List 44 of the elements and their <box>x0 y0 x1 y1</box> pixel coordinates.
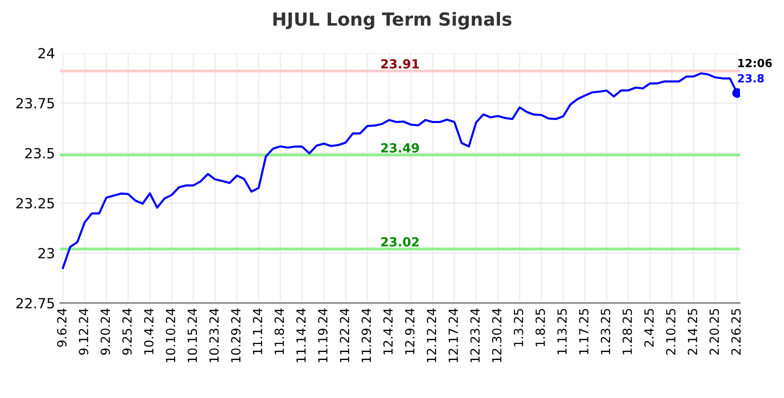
chart-title: HJUL Long Term Signals <box>273 12 512 30</box>
x-tick-label: 9.6.24 <box>57 308 67 347</box>
x-tick-label: 11.1.24 <box>252 308 262 354</box>
ref-line-label: 23.91 <box>381 59 419 69</box>
x-tick-label: 11.14.24 <box>296 308 306 362</box>
x-tick-label: 11.29.24 <box>362 308 372 362</box>
x-tick-label: 11.22.24 <box>340 308 350 362</box>
x-tick-label: 2.10.25 <box>666 308 676 355</box>
x-tick-label: 1.13.25 <box>557 308 567 354</box>
x-tick-label: 10.10.24 <box>166 308 176 362</box>
x-tick-label: 10.4.24 <box>144 308 154 354</box>
y-tick-label: 22.75 <box>16 298 54 308</box>
y-tick-label: 23.75 <box>16 98 54 108</box>
x-tick-label: 1.17.25 <box>579 308 588 354</box>
y-tick-label: 23.25 <box>16 198 54 208</box>
x-tick-label: 10.29.24 <box>231 308 241 362</box>
x-tick-label: 11.8.24 <box>274 308 284 354</box>
x-tick-label: 10.15.24 <box>188 308 198 362</box>
x-tick-label: 11.19.24 <box>318 308 328 362</box>
x-tick-label: 9.20.24 <box>100 308 110 355</box>
ref-line-label: 23.49 <box>381 143 419 153</box>
x-tick-label: 2.4.25 <box>644 308 654 347</box>
x-tick-label: 1.23.25 <box>600 308 610 354</box>
x-tick-label: 10.23.24 <box>209 308 219 362</box>
x-tick-label: 12.30.24 <box>492 308 502 362</box>
x-tick-label: 9.12.24 <box>78 308 88 355</box>
x-tick-label: 12.4.24 <box>383 308 393 354</box>
x-tick-label: 2.26.25 <box>731 308 741 355</box>
y-tick-label: 23.5 <box>25 148 54 158</box>
data-label: 23.8 <box>738 74 764 83</box>
x-tick-label: 12.17.24 <box>448 308 458 362</box>
x-tick-label: 9.25.24 <box>122 308 132 355</box>
ref-line-label: 23.02 <box>381 237 419 247</box>
x-tick-label: 12.23.24 <box>470 308 480 362</box>
annotation: 12:06 <box>738 58 772 68</box>
x-tick-label: 2.20.25 <box>710 308 719 355</box>
y-tick-label: 24 <box>38 48 54 58</box>
x-tick-label: 1.28.25 <box>622 308 632 354</box>
y-tick-label: 23 <box>38 248 54 258</box>
x-tick-label: 12.9.24 <box>405 308 414 354</box>
x-tick-label: 1.8.25 <box>536 308 545 346</box>
x-tick-label: 12.12.24 <box>426 308 436 362</box>
x-tick-label: 2.14.25 <box>688 308 698 355</box>
x-tick-label: 1.3.25 <box>514 308 524 346</box>
